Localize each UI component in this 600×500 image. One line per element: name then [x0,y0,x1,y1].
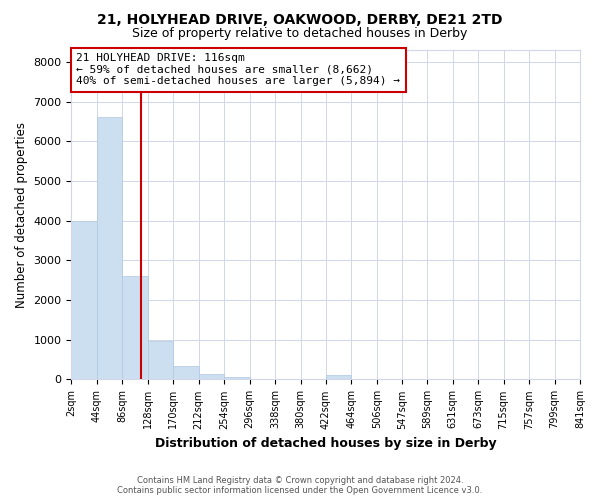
Bar [326,376,352,380]
Bar [224,377,250,380]
Text: 21 HOLYHEAD DRIVE: 116sqm
← 59% of detached houses are smaller (8,662)
40% of se: 21 HOLYHEAD DRIVE: 116sqm ← 59% of detac… [76,54,400,86]
Text: Contains HM Land Registry data © Crown copyright and database right 2024.
Contai: Contains HM Land Registry data © Crown c… [118,476,482,495]
Text: 21, HOLYHEAD DRIVE, OAKWOOD, DERBY, DE21 2TD: 21, HOLYHEAD DRIVE, OAKWOOD, DERBY, DE21… [97,12,503,26]
Y-axis label: Number of detached properties: Number of detached properties [15,122,28,308]
Text: Size of property relative to detached houses in Derby: Size of property relative to detached ho… [133,28,467,40]
Bar [199,374,224,380]
Bar [148,342,173,380]
Bar [71,220,97,380]
Bar [122,276,148,380]
Bar [97,118,122,380]
Bar [173,366,199,380]
X-axis label: Distribution of detached houses by size in Derby: Distribution of detached houses by size … [155,437,497,450]
